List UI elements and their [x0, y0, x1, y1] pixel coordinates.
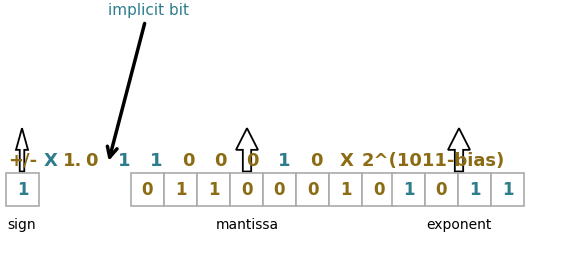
Polygon shape — [448, 128, 470, 172]
Text: 1: 1 — [175, 181, 186, 199]
Text: 0: 0 — [214, 152, 226, 170]
Polygon shape — [16, 128, 28, 172]
Text: 1: 1 — [150, 152, 162, 170]
Text: 1: 1 — [403, 181, 414, 199]
Text: 0: 0 — [373, 181, 384, 199]
Text: 0: 0 — [274, 181, 285, 199]
Bar — [362, 173, 395, 206]
Bar — [392, 173, 425, 206]
Text: mantissa: mantissa — [216, 218, 278, 232]
Bar — [164, 173, 197, 206]
Bar — [131, 173, 164, 206]
Text: 1: 1 — [17, 181, 28, 199]
Text: 1.: 1. — [63, 152, 83, 170]
Bar — [6, 173, 39, 206]
Bar — [263, 173, 296, 206]
Text: +/-: +/- — [8, 152, 37, 170]
Text: X: X — [340, 152, 354, 170]
Bar — [458, 173, 491, 206]
Text: 1: 1 — [340, 181, 351, 199]
Text: 0: 0 — [85, 152, 97, 170]
Text: 1: 1 — [118, 152, 131, 170]
Text: 1: 1 — [208, 181, 219, 199]
Text: 1: 1 — [501, 181, 513, 199]
Bar — [230, 173, 263, 206]
Text: sign: sign — [8, 218, 36, 232]
Text: 1: 1 — [278, 152, 290, 170]
Polygon shape — [236, 128, 258, 172]
Bar — [197, 173, 230, 206]
Bar — [425, 173, 458, 206]
Text: 0: 0 — [142, 181, 153, 199]
Bar — [296, 173, 329, 206]
Text: 2^(1011-bias): 2^(1011-bias) — [362, 152, 505, 170]
Text: 0: 0 — [246, 152, 259, 170]
Text: X: X — [44, 152, 58, 170]
Text: 1: 1 — [469, 181, 480, 199]
Bar — [329, 173, 362, 206]
Text: implicit bit: implicit bit — [108, 3, 188, 157]
Text: exponent: exponent — [426, 218, 492, 232]
Text: 0: 0 — [310, 152, 323, 170]
Text: 0: 0 — [182, 152, 195, 170]
Text: 0: 0 — [436, 181, 447, 199]
Bar — [491, 173, 524, 206]
Text: 0: 0 — [241, 181, 252, 199]
Text: 0: 0 — [307, 181, 318, 199]
